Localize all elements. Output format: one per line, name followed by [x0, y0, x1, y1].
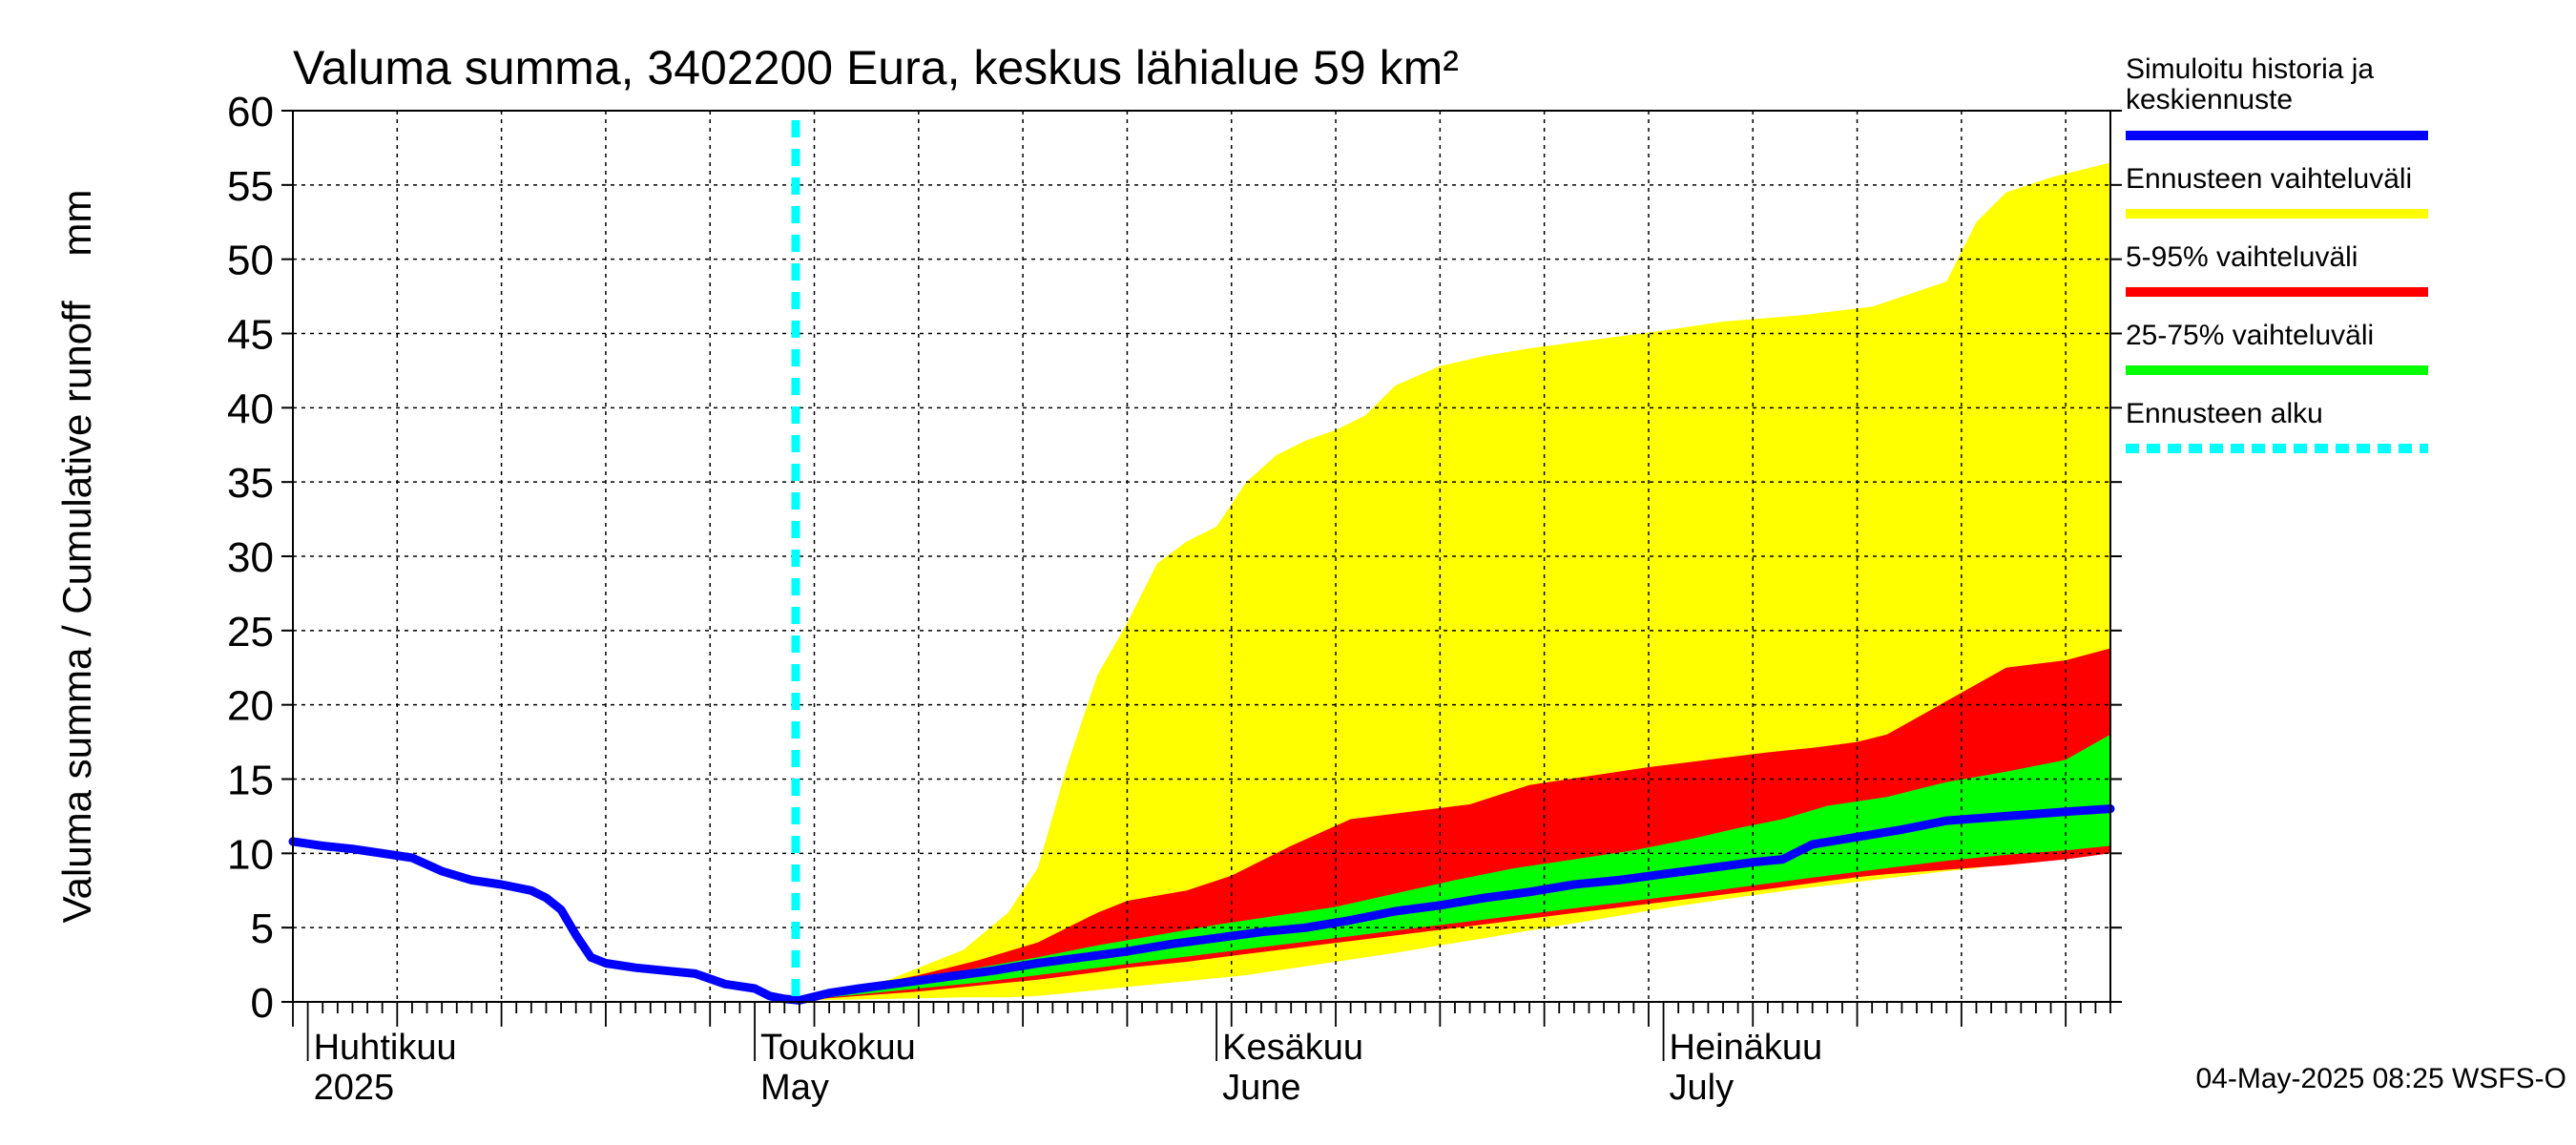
y-axis-label: Valuma summa / Cumulative runoff mm — [54, 190, 99, 924]
band-3 — [799, 734, 2110, 1001]
y-tick-label-25: 25 — [227, 609, 274, 656]
y-tick-label-20: 20 — [227, 683, 274, 730]
legend-label-1: Ennusteen vaihteluväli — [2126, 163, 2412, 195]
median-line — [288, 804, 2115, 1005]
y-tick-label-55: 55 — [227, 163, 274, 210]
y-tick-label-40: 40 — [227, 385, 274, 432]
legend-label-0-b: keskiennuste — [2126, 84, 2293, 115]
month-label-3: Heinäkuu — [1670, 1028, 1823, 1068]
y-tick-label-30: 30 — [227, 534, 274, 581]
month-sublabel-2: June — [1222, 1068, 1300, 1108]
month-label-0: Huhtikuu — [314, 1028, 457, 1068]
y-tick-label-5: 5 — [251, 906, 274, 952]
y-tick-label-50: 50 — [227, 238, 274, 284]
month-sublabel-0: 2025 — [314, 1068, 395, 1108]
legend-label-2: 5-95% vaihteluväli — [2126, 241, 2358, 273]
month-sublabel-3: July — [1670, 1068, 1735, 1108]
y-tick-label-10: 10 — [227, 831, 274, 878]
y-tick-label-15: 15 — [227, 758, 274, 804]
legend-label-4: Ennusteen alku — [2126, 398, 2323, 429]
chart-title: Valuma summa, 3402200 Eura, keskus lähia… — [293, 41, 1459, 94]
y-tick-label-35: 35 — [227, 460, 274, 507]
legend-label-0-a: Simuloitu historia ja — [2126, 53, 2374, 85]
legend-label-3: 25-75% vaihteluväli — [2126, 320, 2374, 351]
y-tick-label-60: 60 — [227, 89, 274, 135]
timestamp-footer: 04-May-2025 08:25 WSFS-O — [2196, 1063, 2567, 1094]
y-tick-label-0: 0 — [251, 980, 274, 1027]
y-tick-label-45: 45 — [227, 312, 274, 359]
month-label-1: Toukokuu — [760, 1028, 916, 1068]
month-sublabel-1: May — [760, 1068, 829, 1108]
month-label-2: Kesäkuu — [1222, 1028, 1363, 1068]
